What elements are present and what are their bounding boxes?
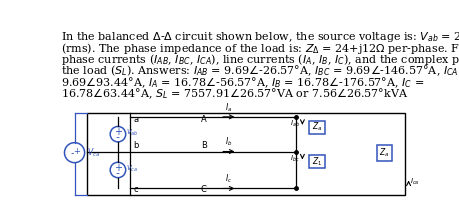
Text: $I_{bc}$: $I_{bc}$ xyxy=(290,153,299,163)
Text: +: + xyxy=(114,127,122,137)
Text: -: - xyxy=(116,168,120,178)
Text: In the balanced $\Delta$-$\Delta$ circuit shown below, the source voltage is: $V: In the balanced $\Delta$-$\Delta$ circui… xyxy=(61,29,459,44)
Text: -: - xyxy=(116,132,120,142)
Text: C: C xyxy=(201,185,206,194)
Text: +: + xyxy=(73,147,80,156)
Text: $V_{ab}$: $V_{ab}$ xyxy=(126,128,139,138)
Text: $I_a$: $I_a$ xyxy=(225,101,232,114)
Text: $I_{ca}$: $I_{ca}$ xyxy=(409,176,419,187)
Text: c: c xyxy=(133,185,138,194)
Text: $I_{ab}$: $I_{ab}$ xyxy=(290,119,299,129)
Text: $I_b$: $I_b$ xyxy=(224,136,232,149)
Bar xyxy=(309,155,324,168)
Text: $Z_1$: $Z_1$ xyxy=(311,156,322,168)
Text: $Z_a$: $Z_a$ xyxy=(379,147,389,159)
Text: A: A xyxy=(201,115,206,124)
Text: B: B xyxy=(201,141,206,150)
Text: +: + xyxy=(114,163,122,173)
Text: 9.69$\angle$93.44°A, $I_A$ = 16.78$\angle$-56.57°A, $I_B$ = 16.78$\angle$-176.57: 9.69$\angle$93.44°A, $I_A$ = 16.78$\angl… xyxy=(61,75,423,90)
Text: $Z_a$: $Z_a$ xyxy=(311,121,322,134)
Text: the load ($S_L$). Answers: $I_{AB}$ = 9.69$\angle$-26.57°A, $I_{BC}$ = 9.69$\ang: the load ($S_L$). Answers: $I_{AB}$ = 9.… xyxy=(61,64,459,78)
Text: phase currents ($I_{AB}$, $I_{BC}$, $I_{CA}$), line currents ($I_A$, $I_B$, $I_C: phase currents ($I_{AB}$, $I_{BC}$, $I_{… xyxy=(61,52,459,67)
Text: a: a xyxy=(133,115,138,124)
Text: -: - xyxy=(70,149,74,158)
Text: b: b xyxy=(133,141,139,150)
Bar xyxy=(376,145,392,161)
Text: 16.78$\angle$63.44°A, $S_L$ = 7557.91$\angle$26.57°VA or 7.56$\angle$26.57°kVA: 16.78$\angle$63.44°A, $S_L$ = 7557.91$\a… xyxy=(61,87,407,101)
Text: $I_c$: $I_c$ xyxy=(225,173,232,185)
Text: $V_{ca}$: $V_{ca}$ xyxy=(126,163,138,173)
Text: $V_{ca}$: $V_{ca}$ xyxy=(87,147,100,159)
Text: (rms). The phase impedance of the load is: $Z_\Delta$ = 24+j12$\Omega$ per-phase: (rms). The phase impedance of the load i… xyxy=(61,41,459,56)
Bar xyxy=(87,113,404,195)
Bar xyxy=(309,121,324,134)
